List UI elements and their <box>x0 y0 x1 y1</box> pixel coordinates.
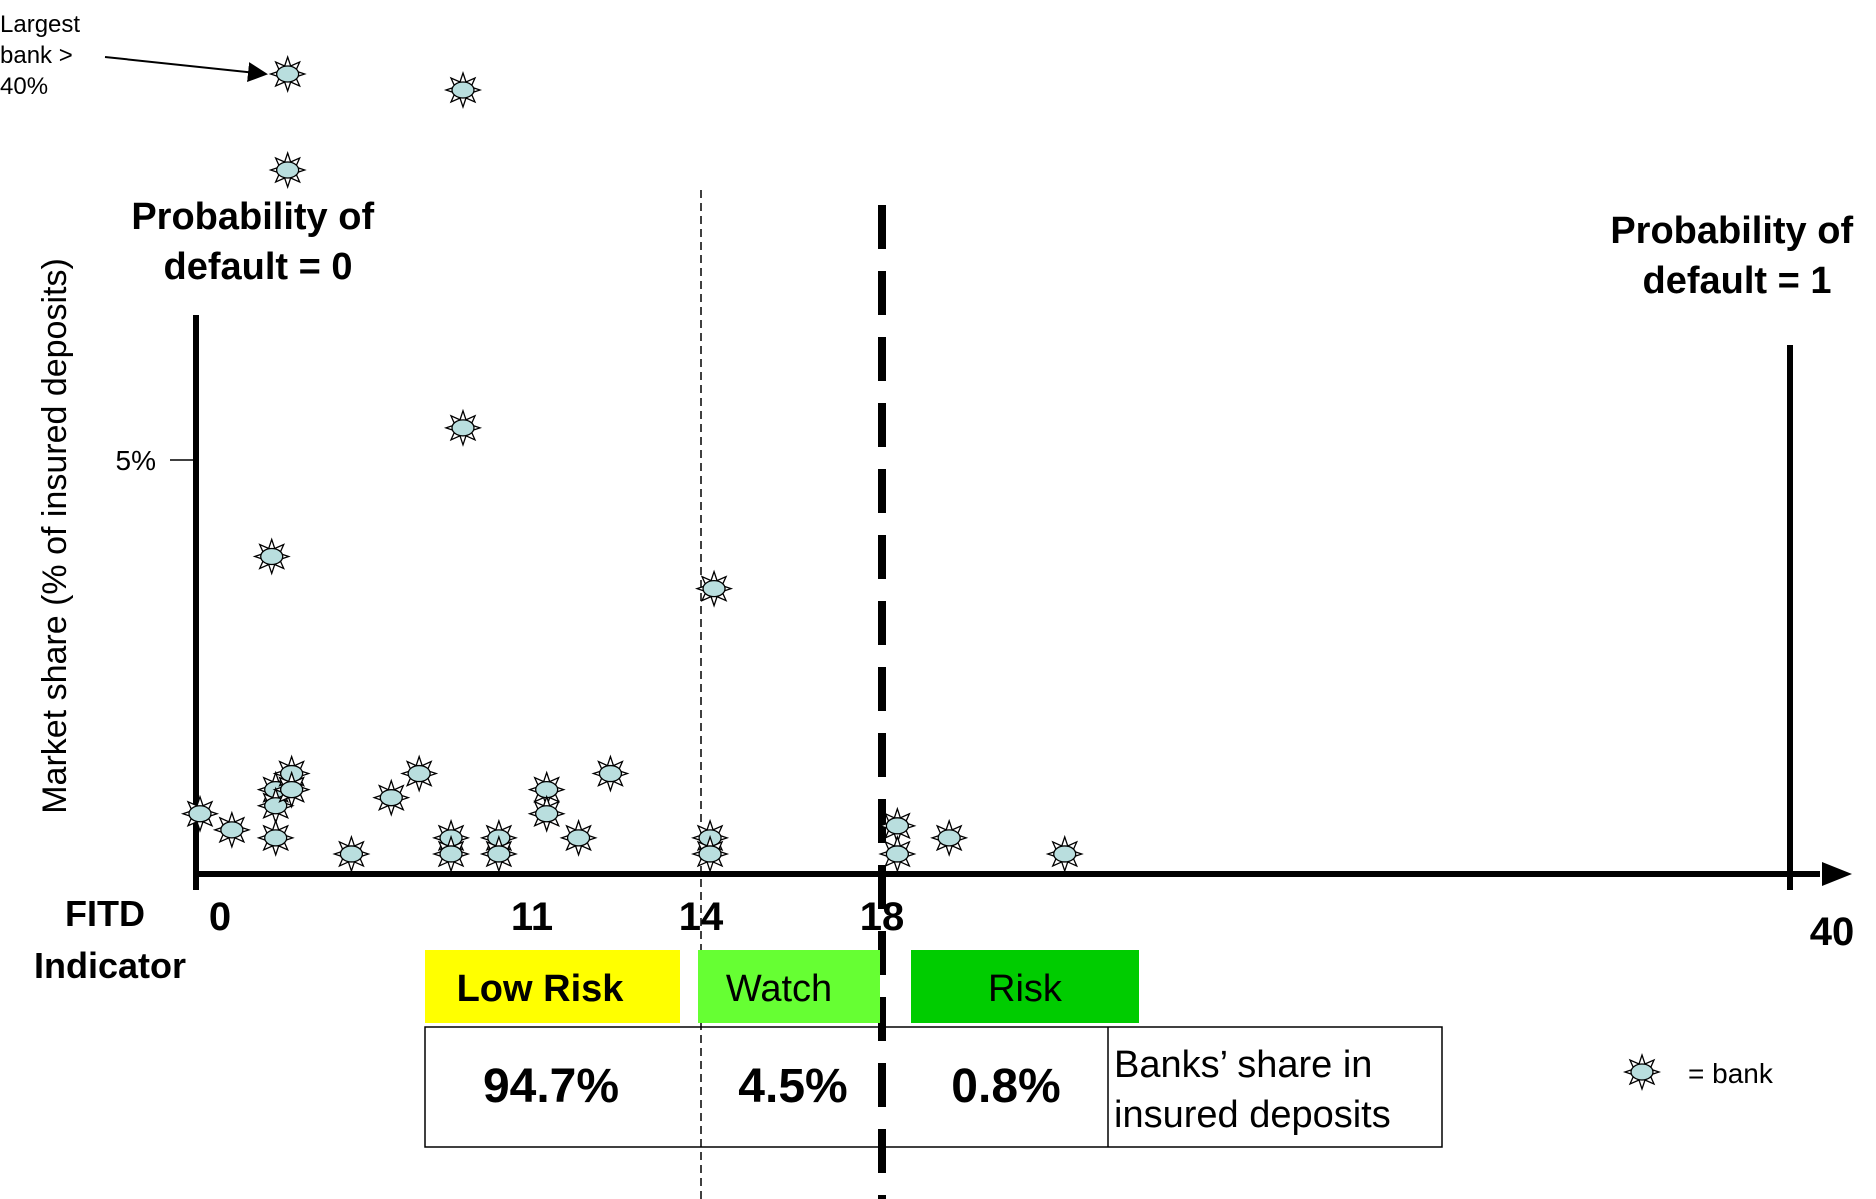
y-axis-title: Market share (% of insured deposits) <box>36 258 74 814</box>
share-table <box>424 1026 1443 1148</box>
bank-marker-21 <box>879 836 916 872</box>
risk-label: Risk <box>988 968 1063 1010</box>
largest-bank-annotation: Largest bank > 40% <box>0 11 87 100</box>
watch-band <box>698 950 880 1023</box>
x-tick-label-40: 40 <box>1810 910 1855 954</box>
x-tick-label-18: 18 <box>860 895 905 939</box>
bank-marker-25 <box>696 570 732 607</box>
bank-marker-11 <box>433 836 469 872</box>
share-row-label: Banks’ share in insured deposits <box>1114 1044 1391 1136</box>
bank-marker-9 <box>401 755 437 792</box>
share-risk: 0.8% <box>951 1060 1060 1113</box>
bank-marker-24 <box>254 538 290 575</box>
bank-marker-0 <box>182 796 218 832</box>
bank-marker-15 <box>529 796 565 832</box>
prob-default-one-label: Probability of default = 1 <box>1610 210 1863 302</box>
low-risk-band <box>425 950 680 1023</box>
legend-label: = bank <box>1688 1058 1774 1089</box>
bank-marker-offscale-1 <box>445 72 481 108</box>
x-tick-label-0: 0 <box>209 895 231 939</box>
x-axis-arrowhead <box>1822 862 1852 886</box>
bank-markers-layer <box>182 56 1083 872</box>
largest-bank-arrow <box>104 56 268 83</box>
bank-marker-22 <box>931 820 967 856</box>
bank-marker-1 <box>214 812 250 848</box>
bank-marker-offscale-2 <box>270 152 306 188</box>
x-axis-title: FITD Indicator <box>34 893 186 986</box>
legend-bank-marker <box>1624 1054 1660 1090</box>
bank-marker-8 <box>373 780 409 816</box>
prob-default-zero-label: Probability of default = 0 <box>131 196 384 288</box>
share-watch: 4.5% <box>738 1060 847 1113</box>
bank-marker-23 <box>1047 836 1083 872</box>
low-risk-label: Low Risk <box>457 968 625 1010</box>
bank-marker-7 <box>333 836 370 872</box>
bank-marker-6 <box>273 771 310 808</box>
watch-label: Watch <box>726 968 832 1010</box>
x-tick-label-14: 14 <box>679 895 724 939</box>
bank-marker-19 <box>692 836 728 872</box>
bank-marker-17 <box>592 755 629 792</box>
bank-marker-13 <box>481 836 517 872</box>
bank-marker-4 <box>258 820 294 856</box>
bank-marker-offscale-0 <box>270 56 306 92</box>
y-tick-label: 5% <box>116 445 156 476</box>
risk-band <box>911 950 1139 1023</box>
bank-marker-16 <box>560 820 597 856</box>
share-low-risk: 94.7% <box>483 1060 619 1113</box>
x-tick-label-11: 11 <box>511 895 553 939</box>
bank-marker-26 <box>445 410 481 446</box>
